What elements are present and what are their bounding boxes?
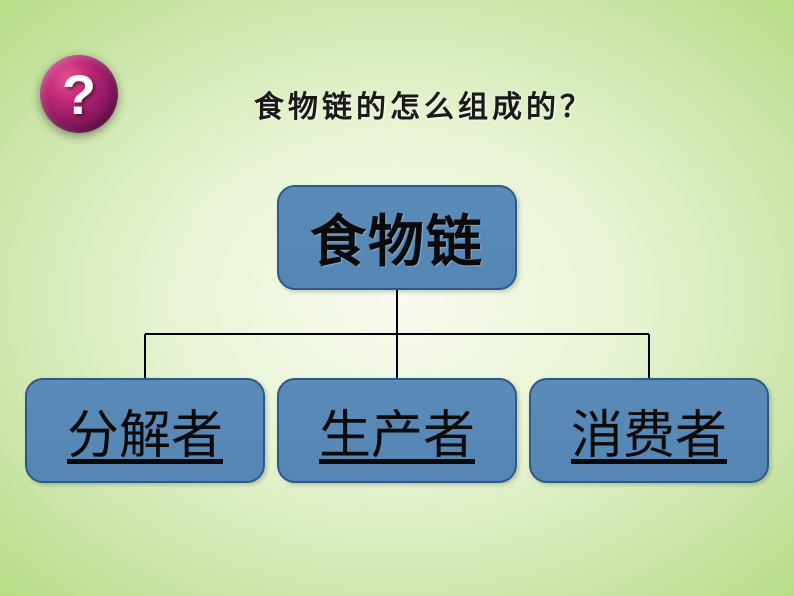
child-node-1-label: 分解者 [67,393,223,468]
tree-connectors [0,290,794,378]
root-node: 食物链 [277,185,517,290]
root-node-label: 食物链 [310,197,484,278]
child-node-3-label: 消费者 [571,393,727,468]
question-mark-glyph: ? [62,62,96,127]
page-title: 食物链的怎么组成的？ [254,82,594,126]
child-node-3: 消费者 [529,378,769,483]
child-node-2-label: 生产者 [319,393,475,468]
child-node-2: 生产者 [277,378,517,483]
child-node-1: 分解者 [25,378,265,483]
question-icon: ? [40,55,118,133]
